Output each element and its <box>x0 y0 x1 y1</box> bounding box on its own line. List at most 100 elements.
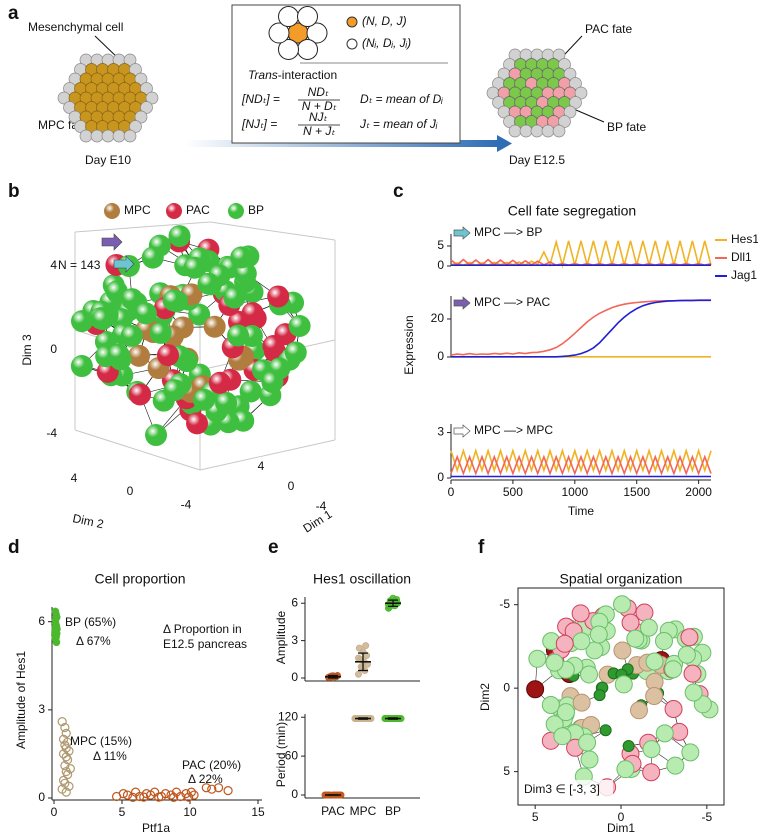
chart-title: Cell fate segregation <box>508 203 636 219</box>
point <box>64 746 74 756</box>
node <box>526 680 545 699</box>
node <box>571 604 590 623</box>
panel-label: c <box>393 181 404 202</box>
node <box>589 625 608 644</box>
label: Day E10 <box>85 153 131 167</box>
annotation: Dim3 ∈ [-3, 3] <box>524 782 600 796</box>
y-axis-label: Dim2 <box>478 683 492 711</box>
x-tick-label: 1000 <box>561 485 588 499</box>
legend-label: BP <box>248 203 264 217</box>
x-tick-label: 0 <box>448 485 455 499</box>
node <box>556 703 575 722</box>
cell <box>563 105 577 119</box>
series-line <box>450 448 712 474</box>
point <box>223 786 233 796</box>
legend-label: Hes1 <box>731 232 758 246</box>
node <box>121 288 144 311</box>
z-tick-label: -4 <box>46 426 57 440</box>
node <box>677 645 696 664</box>
cell <box>145 91 159 105</box>
series-line <box>450 454 712 476</box>
node <box>580 750 599 769</box>
point <box>128 792 138 803</box>
cell <box>519 124 533 138</box>
node <box>215 391 238 414</box>
y-tick-label: 0 <box>503 680 510 694</box>
y-tick-label: 4 <box>71 471 78 485</box>
cell <box>134 72 148 86</box>
formula: N + Jₜ <box>303 124 335 138</box>
cell <box>112 129 126 143</box>
arrow-icon <box>453 226 471 240</box>
cell <box>541 124 555 138</box>
node <box>645 686 664 705</box>
node <box>157 344 180 367</box>
node <box>141 246 164 269</box>
y-tick-label: 0 <box>38 790 45 804</box>
x-tick-label: 0 <box>51 805 58 819</box>
cell <box>569 77 582 90</box>
y-tick-label: 3 <box>38 702 45 716</box>
cell <box>101 129 115 143</box>
node <box>616 760 635 779</box>
y-axis-label: Dim 2 <box>71 511 105 531</box>
node <box>145 424 168 447</box>
panel-label: b <box>8 181 20 202</box>
x-tick-label: 4 <box>258 459 265 473</box>
node <box>183 256 206 279</box>
node <box>528 649 547 668</box>
x-tick-label: 5 <box>532 810 539 824</box>
x-tick-label: 5 <box>119 805 126 819</box>
cell <box>574 86 588 100</box>
y-tick-label: 0 <box>437 349 444 363</box>
time-arrow-head <box>497 135 512 152</box>
node <box>186 412 209 435</box>
cell <box>123 53 137 67</box>
node <box>655 724 674 743</box>
node <box>267 285 290 308</box>
node <box>261 371 284 394</box>
node <box>599 724 612 737</box>
point <box>169 792 179 803</box>
point <box>213 783 224 793</box>
cell-clusters <box>57 48 588 143</box>
cell <box>129 120 142 133</box>
point <box>139 792 149 802</box>
y-tick-label: 60 <box>285 748 299 762</box>
node <box>208 371 231 394</box>
x-tick-label: 2000 <box>685 485 712 499</box>
node <box>284 341 307 364</box>
node <box>578 733 597 752</box>
label: BP fate <box>607 120 646 134</box>
node <box>572 632 591 651</box>
node <box>580 665 599 684</box>
label: Mesenchymal cell <box>28 20 123 34</box>
annotation: MPC —> PAC <box>474 295 550 309</box>
legend-label: Jag1 <box>731 268 757 282</box>
point <box>61 787 71 797</box>
cell <box>563 67 577 81</box>
formula: Dₜ = mean of Dᵢ <box>360 92 443 106</box>
x-tick-label: 1500 <box>623 485 650 499</box>
y-tick-label: 0 <box>437 470 444 484</box>
x-tick-label: MPC <box>350 804 377 818</box>
node <box>664 700 683 719</box>
point <box>207 784 217 794</box>
point <box>362 642 370 650</box>
node <box>622 740 635 753</box>
legend-dot <box>346 38 358 50</box>
x-tick-label: BP <box>385 804 401 818</box>
y-tick-label: 3 <box>437 425 444 439</box>
arrow-icon <box>113 255 135 273</box>
y-axis-label: Period (min) <box>274 722 288 787</box>
node <box>613 641 632 660</box>
chart-title: Spatial organization <box>560 571 683 587</box>
cell <box>306 22 328 44</box>
point <box>201 783 211 793</box>
legend-dot <box>346 16 358 28</box>
x-tick-label: 500 <box>503 485 523 499</box>
x-axis-label: Time <box>568 504 595 518</box>
node <box>197 272 220 295</box>
